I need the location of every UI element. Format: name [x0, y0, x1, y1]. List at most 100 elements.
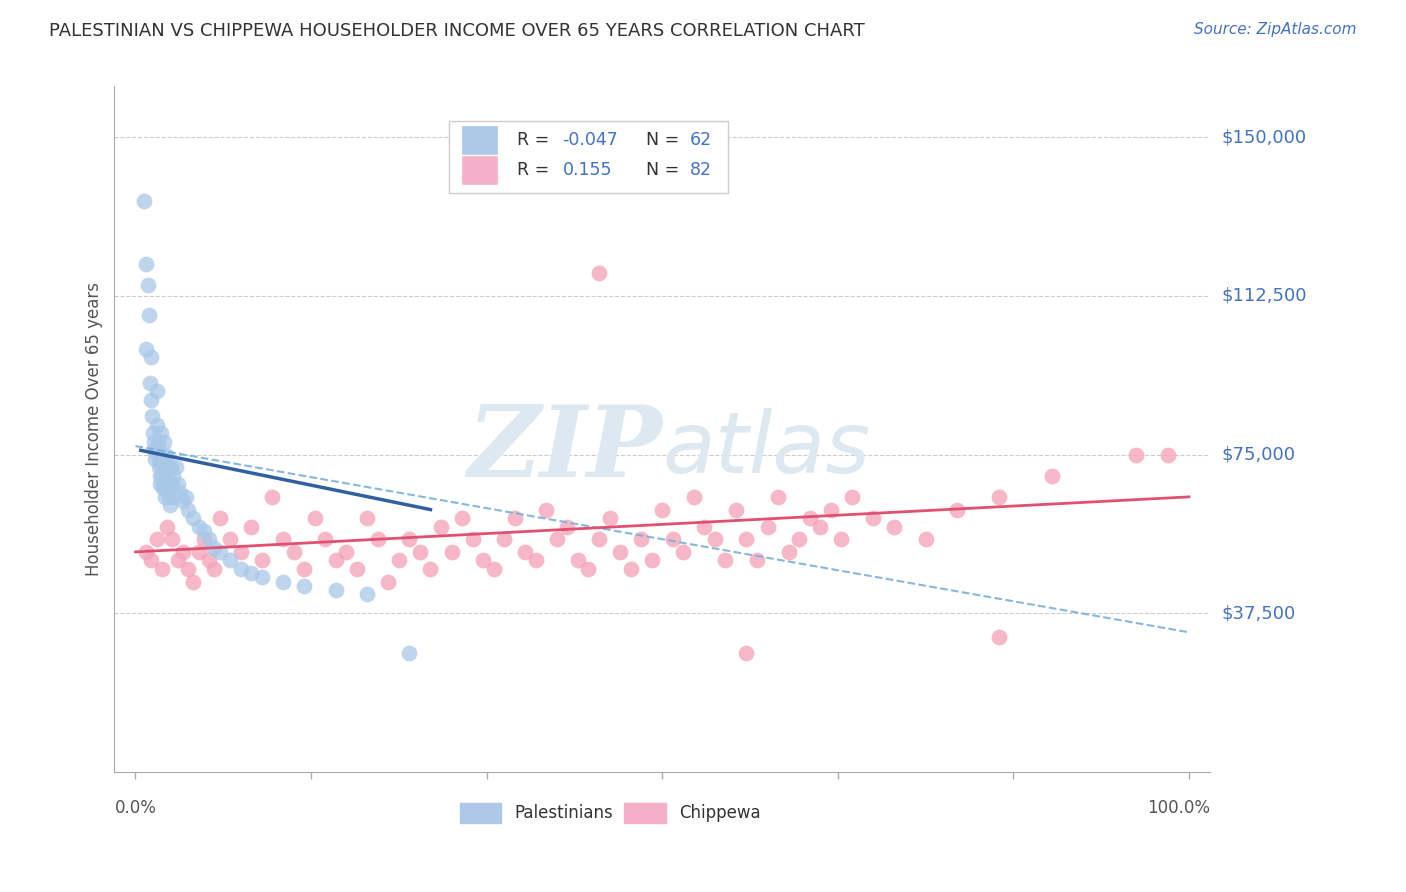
Point [271, 532, 294, 546]
Point [398, 532, 420, 546]
Point [148, 460, 170, 475]
Point [430, 519, 453, 533]
Point [136, 278, 159, 293]
Point [157, 490, 180, 504]
Point [187, 519, 209, 533]
Point [557, 519, 579, 533]
Point [703, 532, 725, 546]
Point [141, 350, 163, 364]
Point [174, 490, 197, 504]
Point [208, 511, 231, 525]
Point [503, 511, 526, 525]
Point [599, 511, 621, 525]
Text: 62: 62 [689, 131, 711, 149]
Point [153, 490, 176, 504]
Point [524, 553, 547, 567]
Point [229, 562, 252, 576]
Point [208, 545, 231, 559]
Text: R =: R = [516, 131, 554, 149]
Point [988, 630, 1011, 644]
Point [766, 490, 789, 504]
Point [1125, 448, 1147, 462]
Point [240, 566, 263, 580]
Point [149, 468, 172, 483]
Point [883, 519, 905, 533]
Point [141, 409, 163, 424]
Point [724, 502, 747, 516]
Point [162, 532, 184, 546]
Point [169, 485, 191, 500]
Point [156, 456, 179, 470]
Point [494, 532, 516, 546]
Point [377, 574, 399, 589]
FancyBboxPatch shape [624, 803, 665, 823]
Point [150, 468, 173, 483]
Text: $75,000: $75,000 [1222, 446, 1295, 464]
FancyBboxPatch shape [461, 126, 496, 153]
Text: R =: R = [516, 161, 554, 179]
Point [143, 434, 166, 449]
Point [177, 562, 200, 576]
Point [398, 647, 420, 661]
Point [165, 460, 187, 475]
Point [145, 451, 167, 466]
Point [914, 532, 936, 546]
Point [799, 511, 821, 525]
Point [808, 519, 831, 533]
Point [946, 502, 969, 516]
Point [166, 553, 188, 567]
Point [735, 647, 758, 661]
Point [778, 545, 800, 559]
Point [335, 545, 357, 559]
Point [150, 460, 173, 475]
Point [159, 499, 181, 513]
Point [682, 490, 704, 504]
Point [356, 511, 378, 525]
Point [153, 434, 176, 449]
Point [482, 562, 505, 576]
Point [620, 562, 643, 576]
Point [356, 587, 378, 601]
Point [204, 562, 226, 576]
Point [756, 519, 779, 533]
Point [630, 532, 652, 546]
Point [149, 448, 172, 462]
Point [314, 532, 336, 546]
Point [546, 532, 568, 546]
Point [183, 511, 205, 525]
Point [661, 532, 683, 546]
Text: $37,500: $37,500 [1222, 604, 1295, 623]
Point [536, 502, 558, 516]
Point [262, 490, 284, 504]
Text: ZIP: ZIP [467, 401, 662, 498]
Point [153, 456, 176, 470]
Point [461, 532, 484, 546]
FancyBboxPatch shape [461, 156, 496, 184]
Point [163, 490, 186, 504]
Point [141, 392, 163, 407]
Text: PALESTINIAN VS CHIPPEWA HOUSEHOLDER INCOME OVER 65 YEARS CORRELATION CHART: PALESTINIAN VS CHIPPEWA HOUSEHOLDER INCO… [49, 22, 865, 40]
Point [145, 417, 167, 432]
Point [153, 477, 176, 491]
Text: Chippewa: Chippewa [679, 804, 761, 822]
Point [250, 570, 273, 584]
Point [219, 553, 242, 567]
Point [146, 443, 169, 458]
Point [193, 524, 215, 538]
Point [135, 342, 157, 356]
FancyBboxPatch shape [460, 803, 501, 823]
Point [988, 490, 1011, 504]
Point [304, 511, 326, 525]
Point [862, 511, 884, 525]
Point [588, 532, 610, 546]
Point [567, 553, 589, 567]
Point [745, 553, 768, 567]
Point [148, 451, 170, 466]
Point [162, 477, 184, 491]
Point [283, 545, 305, 559]
Point [451, 511, 474, 525]
Text: Source: ZipAtlas.com: Source: ZipAtlas.com [1194, 22, 1357, 37]
Point [346, 562, 368, 576]
Point [292, 562, 315, 576]
Point [693, 519, 716, 533]
